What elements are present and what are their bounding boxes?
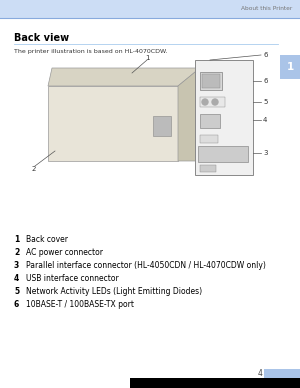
Text: The printer illustration is based on HL-4070CDW.: The printer illustration is based on HL-… [14, 50, 167, 54]
Circle shape [212, 99, 218, 105]
Text: 5: 5 [263, 99, 267, 105]
Circle shape [202, 99, 208, 105]
Bar [264, 369, 300, 379]
Text: 2: 2 [14, 248, 19, 257]
Text: 4: 4 [257, 369, 262, 379]
Text: 6: 6 [263, 52, 268, 58]
Text: 1: 1 [14, 235, 19, 244]
Bar [200, 72, 222, 90]
Text: Network Activity LEDs (Light Emitting Diodes): Network Activity LEDs (Light Emitting Di… [26, 287, 202, 296]
Text: 1: 1 [145, 55, 149, 61]
Bar [198, 146, 248, 162]
Bar [153, 116, 171, 136]
Bar [202, 74, 220, 88]
Text: 6: 6 [263, 78, 268, 84]
Polygon shape [178, 68, 200, 161]
Text: USB interface connector: USB interface connector [26, 274, 119, 283]
Text: 4: 4 [263, 117, 267, 123]
Polygon shape [48, 86, 178, 161]
Text: 6: 6 [14, 300, 19, 309]
Text: 10BASE-T / 100BASE-TX port: 10BASE-T / 100BASE-TX port [26, 300, 134, 309]
Bar [200, 135, 218, 143]
Bar [200, 114, 220, 128]
Text: 4: 4 [14, 274, 19, 283]
Bar [130, 378, 300, 388]
Text: 5: 5 [14, 287, 19, 296]
Text: Back cover: Back cover [26, 235, 68, 244]
Bar [280, 55, 300, 79]
Text: 3: 3 [14, 261, 19, 270]
Text: 3: 3 [263, 150, 268, 156]
Text: 2: 2 [32, 166, 36, 172]
Text: 1: 1 [286, 62, 294, 72]
Text: About this Printer: About this Printer [241, 7, 292, 12]
Text: AC power connector: AC power connector [26, 248, 103, 257]
Text: Parallel interface connector (HL-4050CDN / HL-4070CDW only): Parallel interface connector (HL-4050CDN… [26, 261, 266, 270]
Polygon shape [48, 68, 200, 86]
Bar [195, 60, 253, 175]
Bar [200, 165, 216, 172]
Bar [200, 97, 225, 107]
Bar [0, 0, 300, 18]
Text: Back view: Back view [14, 33, 69, 43]
